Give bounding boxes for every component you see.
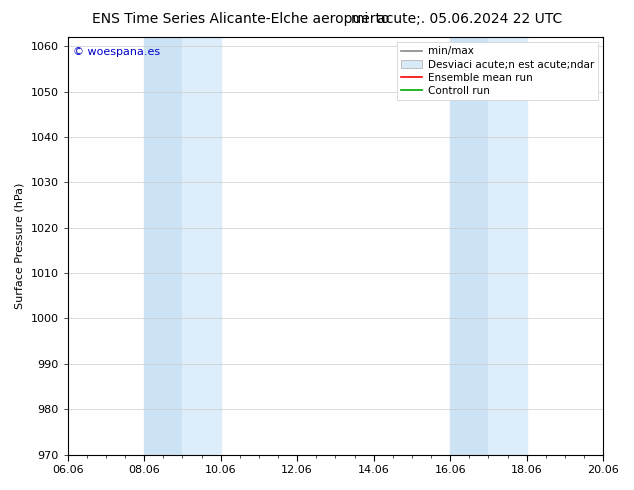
Bar [183,37,221,455]
Bar [488,37,527,455]
Legend: min/max, Desviaci acute;n est acute;ndar, Ensemble mean run, Controll run: min/max, Desviaci acute;n est acute;ndar… [398,42,598,100]
Text: © woespana.es: © woespana.es [73,48,160,57]
Text: ENS Time Series Alicante-Elche aeropuerto: ENS Time Series Alicante-Elche aeropuert… [92,12,390,26]
Bar [450,37,488,455]
Y-axis label: Surface Pressure (hPa): Surface Pressure (hPa) [15,183,25,309]
Bar [144,37,183,455]
Text: mi  acute;. 05.06.2024 22 UTC: mi acute;. 05.06.2024 22 UTC [351,12,562,26]
